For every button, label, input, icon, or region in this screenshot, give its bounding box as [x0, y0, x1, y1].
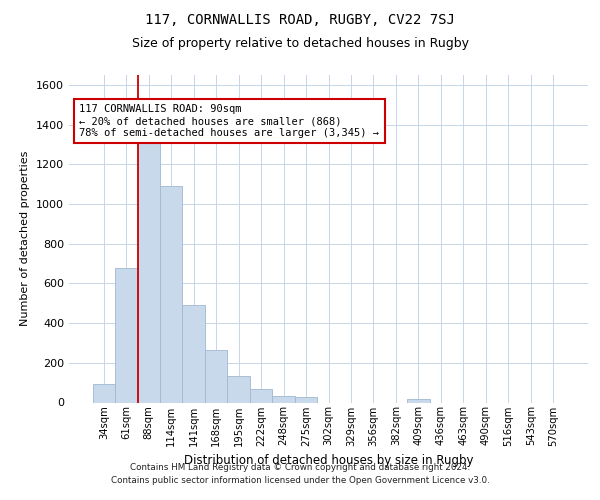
Bar — [407, 399, 430, 402]
Bar — [295, 396, 317, 402]
Text: 117, CORNWALLIS ROAD, RUGBY, CV22 7SJ: 117, CORNWALLIS ROAD, RUGBY, CV22 7SJ — [145, 12, 455, 26]
Bar — [160, 186, 182, 402]
Bar — [205, 350, 227, 403]
Text: Contains HM Land Registry data © Crown copyright and database right 2024.: Contains HM Land Registry data © Crown c… — [130, 462, 470, 471]
Bar — [272, 396, 295, 402]
Text: Contains public sector information licensed under the Open Government Licence v3: Contains public sector information licen… — [110, 476, 490, 485]
Bar — [250, 389, 272, 402]
Text: 117 CORNWALLIS ROAD: 90sqm
← 20% of detached houses are smaller (868)
78% of sem: 117 CORNWALLIS ROAD: 90sqm ← 20% of deta… — [79, 104, 379, 138]
X-axis label: Distribution of detached houses by size in Rugby: Distribution of detached houses by size … — [184, 454, 473, 467]
Bar — [227, 376, 250, 402]
Bar — [92, 384, 115, 402]
Y-axis label: Number of detached properties: Number of detached properties — [20, 151, 31, 326]
Bar — [182, 305, 205, 402]
Text: Size of property relative to detached houses in Rugby: Size of property relative to detached ho… — [131, 38, 469, 51]
Bar — [115, 268, 137, 402]
Bar — [137, 136, 160, 402]
